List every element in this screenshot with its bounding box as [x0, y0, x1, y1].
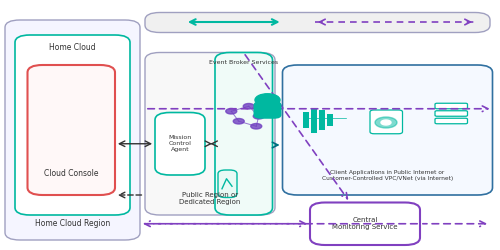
FancyBboxPatch shape: [215, 52, 272, 215]
Circle shape: [255, 94, 280, 106]
FancyBboxPatch shape: [435, 118, 468, 124]
Text: Client Applications in Public Internet or
Customer-Controlled VPC/VNet (via Inte: Client Applications in Public Internet o…: [322, 170, 453, 181]
Text: Public Region or
Dedicated Region: Public Region or Dedicated Region: [180, 192, 240, 205]
FancyBboxPatch shape: [254, 101, 281, 119]
Bar: [326, 114, 333, 126]
Circle shape: [254, 114, 264, 119]
Circle shape: [381, 120, 391, 125]
FancyBboxPatch shape: [282, 65, 492, 195]
Bar: [310, 108, 317, 132]
Text: Home Cloud Region: Home Cloud Region: [35, 218, 110, 228]
FancyBboxPatch shape: [310, 202, 420, 245]
FancyBboxPatch shape: [28, 65, 115, 195]
Bar: [318, 110, 325, 130]
Text: Home Cloud: Home Cloud: [49, 42, 96, 51]
FancyBboxPatch shape: [5, 20, 140, 240]
Text: Central
Monitoring Service: Central Monitoring Service: [332, 217, 398, 230]
Circle shape: [251, 124, 262, 129]
FancyBboxPatch shape: [435, 111, 468, 116]
Circle shape: [375, 117, 397, 128]
Circle shape: [233, 118, 244, 124]
FancyBboxPatch shape: [145, 52, 275, 215]
Text: Mission
Control
Agent: Mission Control Agent: [168, 136, 192, 152]
Text: Cloud Console: Cloud Console: [44, 168, 98, 177]
FancyBboxPatch shape: [370, 110, 402, 134]
Circle shape: [226, 108, 237, 114]
Circle shape: [243, 104, 254, 109]
FancyBboxPatch shape: [435, 103, 468, 109]
FancyBboxPatch shape: [218, 170, 237, 198]
Text: Event Broker Services: Event Broker Services: [209, 60, 278, 65]
Bar: [302, 112, 309, 128]
FancyBboxPatch shape: [15, 35, 130, 215]
FancyBboxPatch shape: [145, 12, 490, 32]
FancyBboxPatch shape: [155, 112, 205, 175]
